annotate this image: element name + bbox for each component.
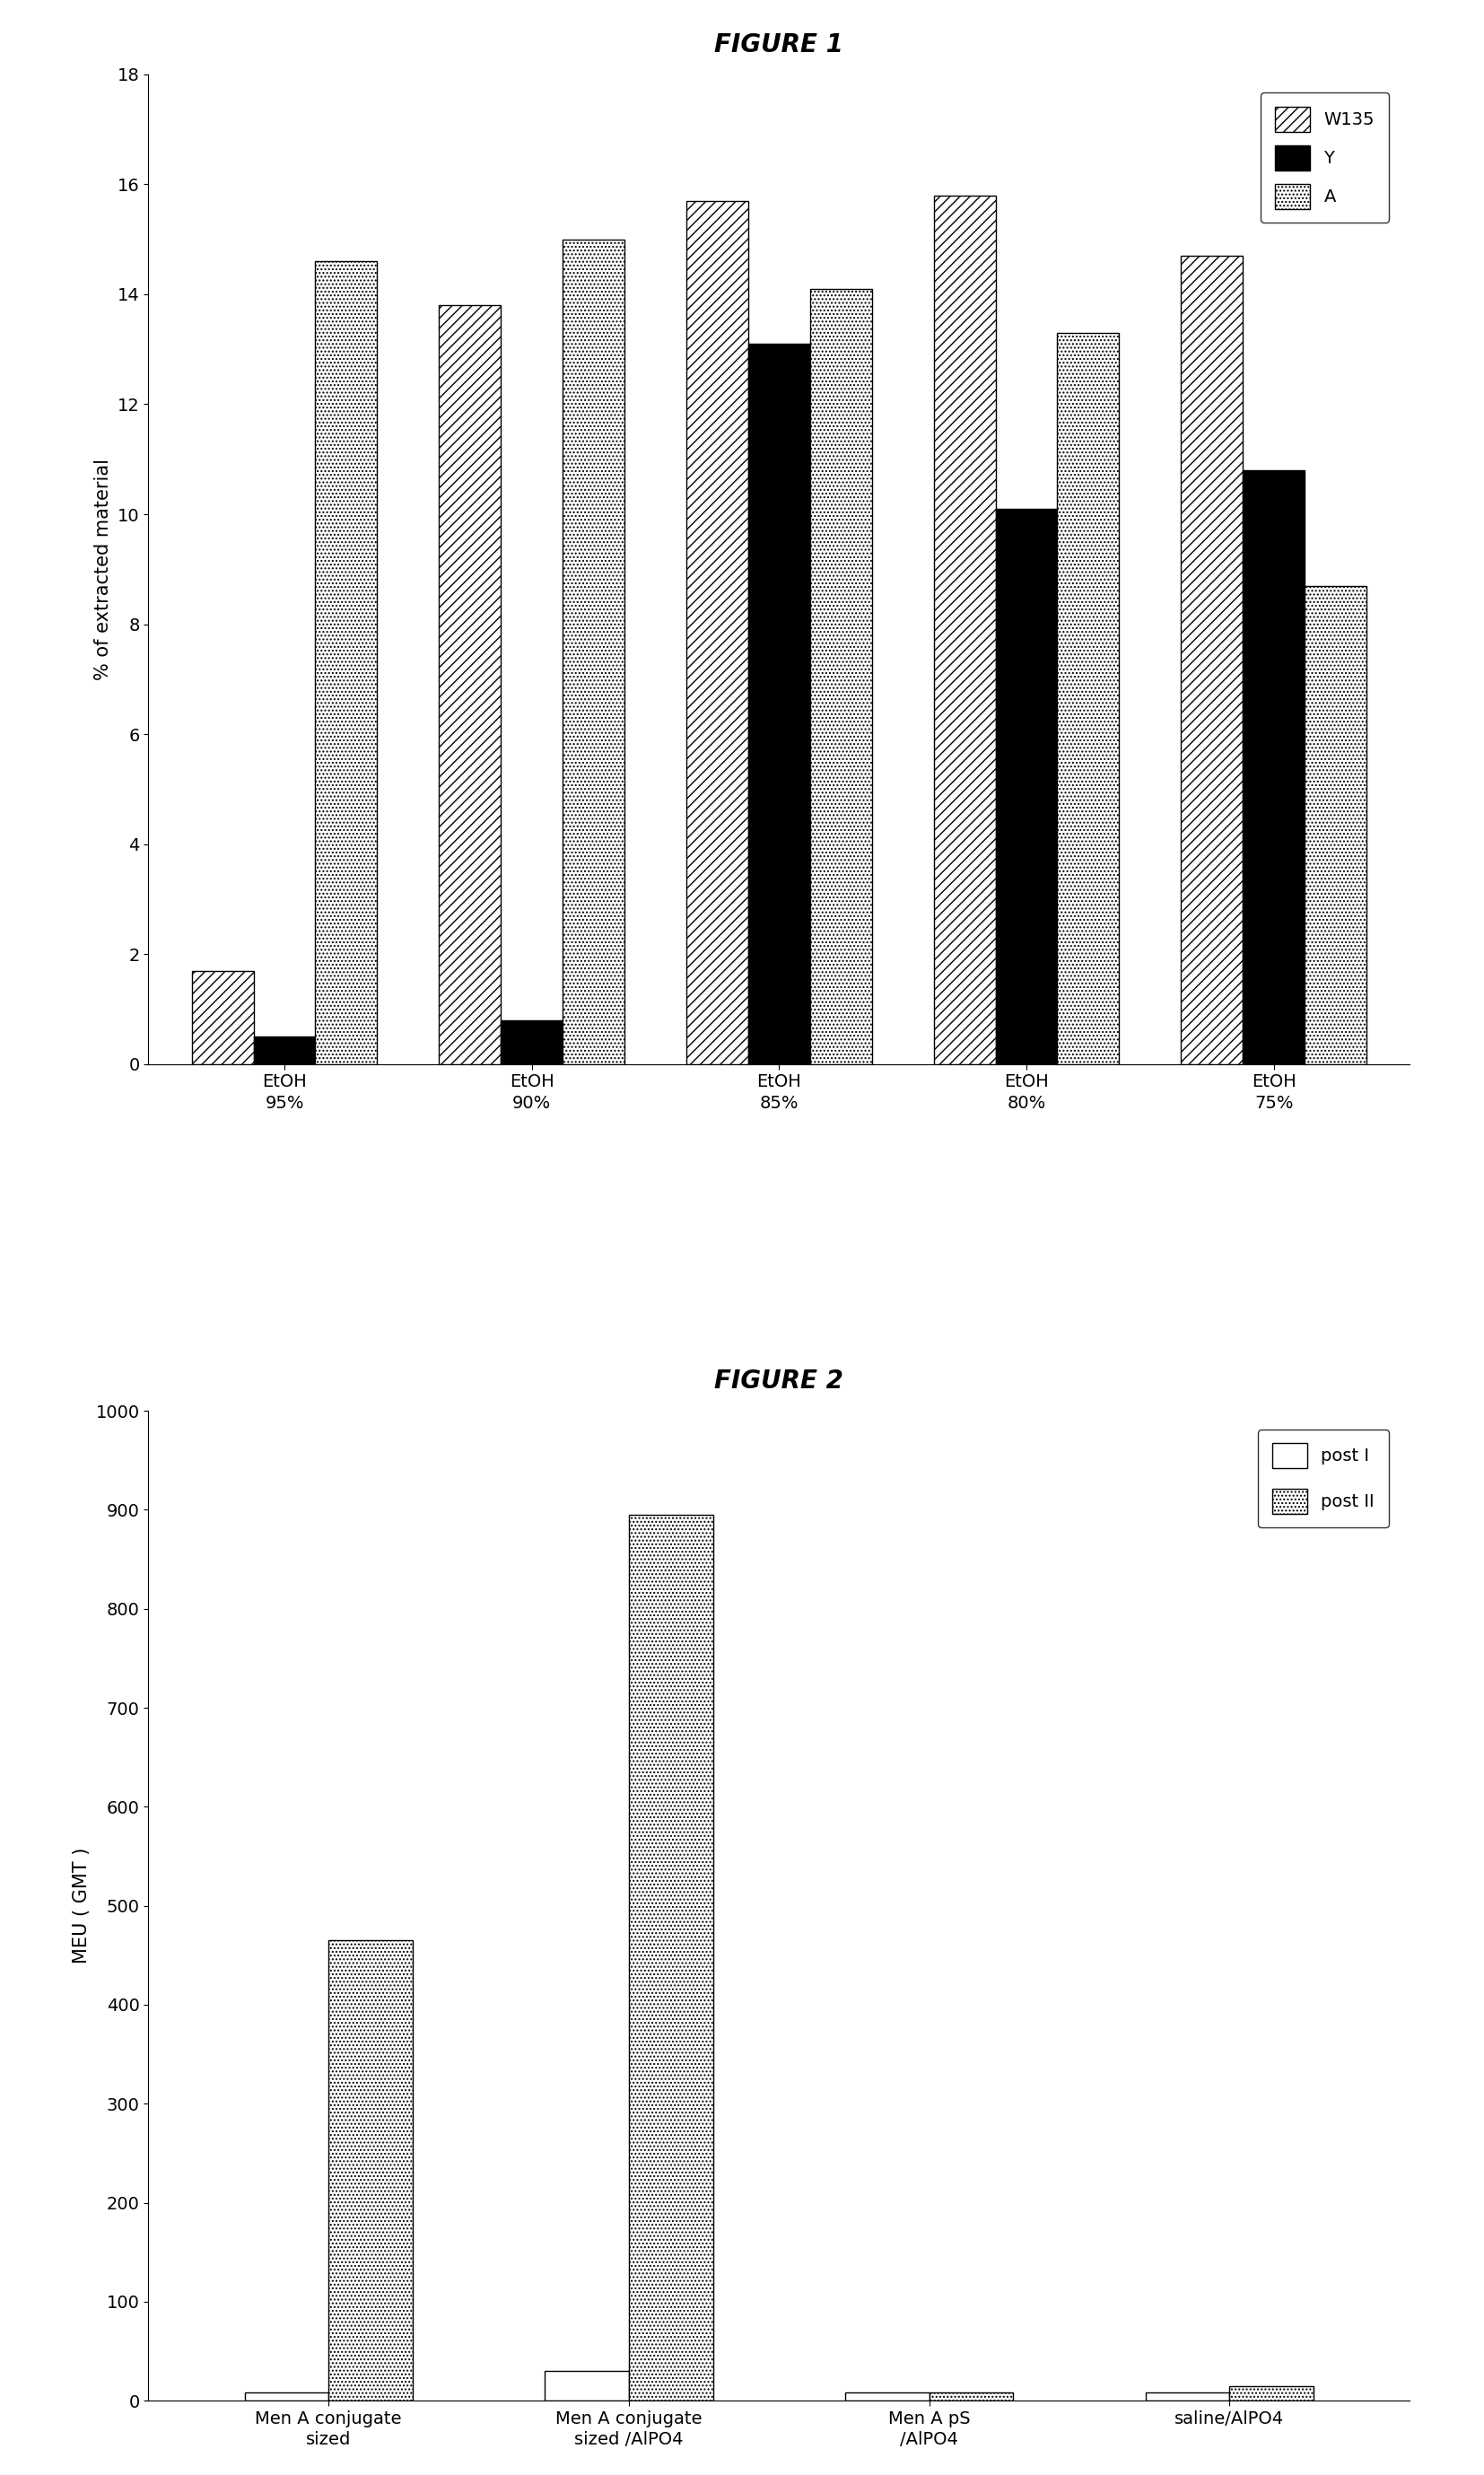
Bar xyxy=(1146,2393,1230,2401)
Bar xyxy=(933,196,996,1064)
Bar xyxy=(686,200,748,1064)
Bar xyxy=(1304,587,1367,1064)
Y-axis label: % of extracted material: % of extracted material xyxy=(95,458,113,681)
Bar xyxy=(254,1037,315,1064)
Bar xyxy=(315,262,377,1064)
Bar xyxy=(1057,332,1119,1064)
Bar xyxy=(439,304,502,1064)
Title: FIGURE 1: FIGURE 1 xyxy=(715,32,843,57)
Bar xyxy=(929,2393,1014,2401)
Bar xyxy=(1244,470,1304,1064)
Title: FIGURE 2: FIGURE 2 xyxy=(715,1369,843,1393)
Bar xyxy=(545,2371,629,2401)
Bar xyxy=(245,2393,328,2401)
Bar xyxy=(1181,255,1244,1064)
Legend: W135, Y, A: W135, Y, A xyxy=(1261,94,1389,223)
Bar xyxy=(629,1515,712,2401)
Bar xyxy=(562,240,625,1064)
Legend: post I, post II: post I, post II xyxy=(1258,1431,1389,1527)
Bar xyxy=(502,1020,562,1064)
Bar xyxy=(1230,2386,1313,2401)
Y-axis label: MEU ( GMT ): MEU ( GMT ) xyxy=(73,1849,91,1963)
Bar xyxy=(846,2393,929,2401)
Bar xyxy=(748,344,810,1064)
Bar xyxy=(996,510,1057,1064)
Bar xyxy=(191,970,254,1064)
Bar xyxy=(810,290,873,1064)
Bar xyxy=(328,1940,413,2401)
